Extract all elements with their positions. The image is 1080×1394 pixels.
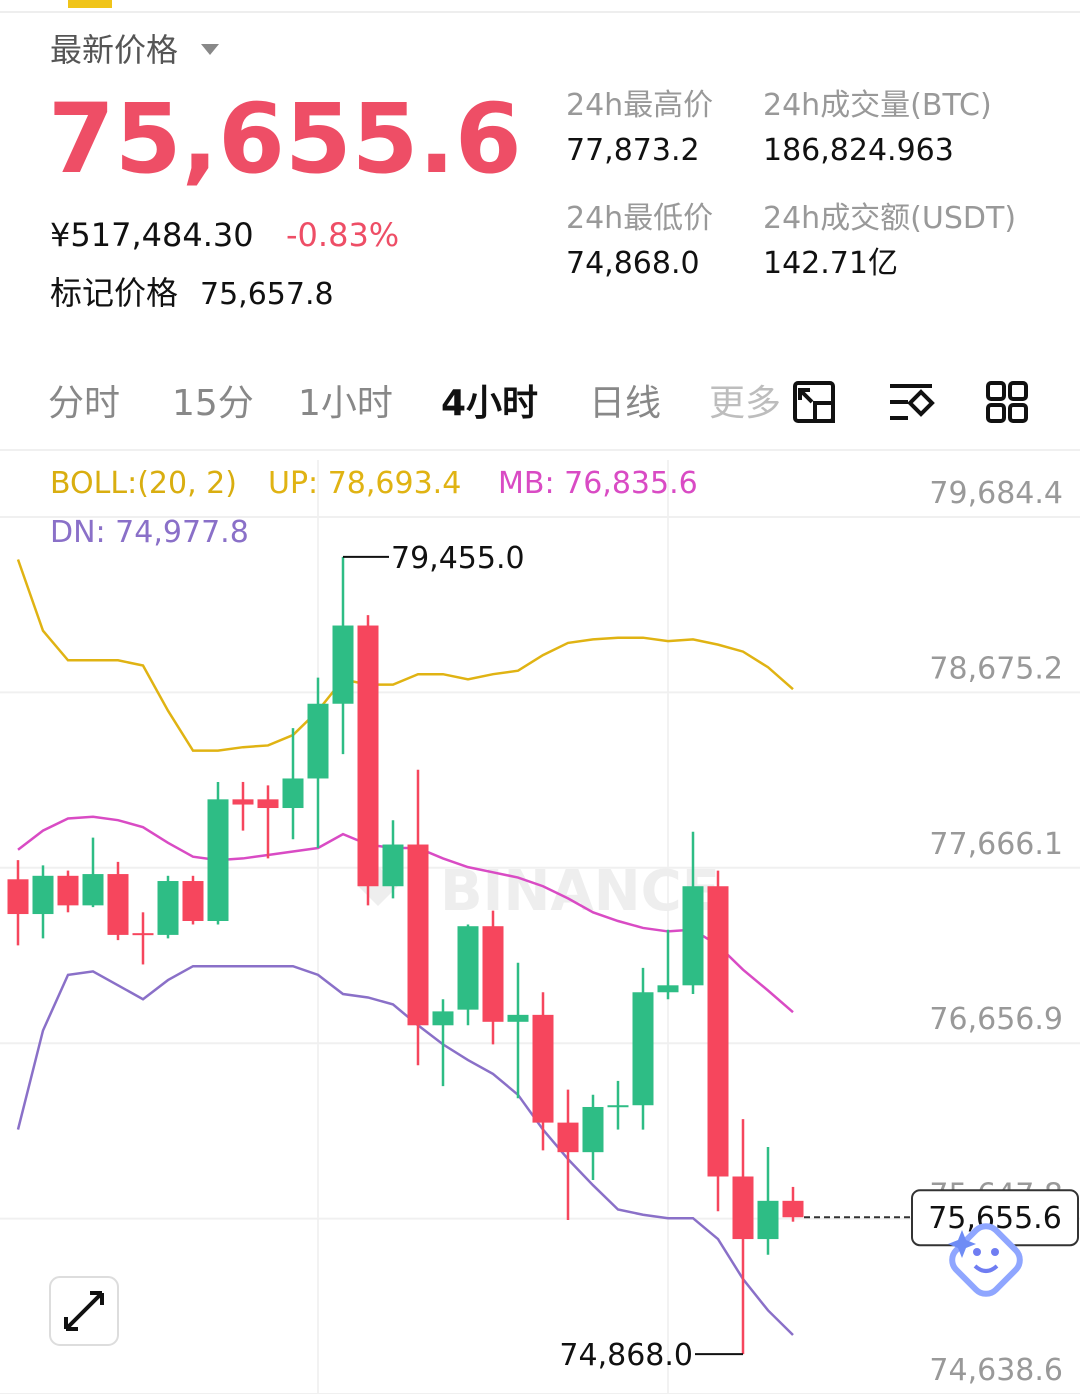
candle-body xyxy=(207,799,229,921)
candle-body xyxy=(357,625,379,887)
legend-item: UP: 78,693.4 xyxy=(268,466,461,501)
watermark: BINANCE xyxy=(440,859,720,924)
candle-body xyxy=(382,844,404,887)
indicator-line xyxy=(16,964,794,1336)
mark-label: 标记价格 xyxy=(50,274,178,312)
assistant-eye xyxy=(991,1248,999,1256)
legend-item: DN: 74,977.8 xyxy=(50,515,249,550)
indicator-name: BOLL:(20, 2) xyxy=(50,466,237,501)
price-label[interactable]: 最新价格 xyxy=(50,31,178,69)
candle-body xyxy=(507,1014,529,1022)
candle-body xyxy=(757,1200,779,1240)
tab[interactable]: 分时 xyxy=(48,383,120,424)
candle-body xyxy=(457,926,479,1010)
icon-indicators[interactable] xyxy=(890,384,935,420)
stat-label: 24h最高价 xyxy=(566,88,713,123)
stat-label: 24h成交量(BTC) xyxy=(763,88,992,123)
plot: 79,455.074,868.075,655.6 xyxy=(7,541,1079,1373)
last-price: 75,655.6 xyxy=(48,83,522,195)
toolbar-icons xyxy=(793,381,1028,423)
candle-body xyxy=(157,881,179,935)
candle-body xyxy=(482,926,504,1022)
stat-label: 24h最低价 xyxy=(566,201,713,236)
candle-body xyxy=(57,875,79,906)
candle-body xyxy=(632,992,654,1106)
candle-body xyxy=(657,985,679,993)
candle-body xyxy=(332,625,354,704)
candle-body xyxy=(7,879,29,915)
y-tick-label: 79,684.4 xyxy=(929,476,1063,511)
candle-body xyxy=(707,886,729,1177)
candle-body xyxy=(782,1200,804,1218)
candle-body xyxy=(257,799,279,809)
candle-body xyxy=(432,1011,454,1026)
candle-body xyxy=(32,875,54,915)
stat-label: 24h成交额(USDT) xyxy=(763,201,1016,236)
stat-value: 74,868.0 xyxy=(566,246,700,281)
candle-body xyxy=(557,1122,579,1153)
tab[interactable]: 4小时 xyxy=(441,383,538,424)
tab[interactable]: 1小时 xyxy=(298,383,393,424)
icon-overlay[interactable] xyxy=(793,381,835,423)
assistant-eye xyxy=(973,1248,981,1256)
candle-body xyxy=(132,933,154,936)
candle-body xyxy=(732,1176,754,1240)
y-tick-label: 74,638.6 xyxy=(929,1353,1063,1388)
tab[interactable]: 日线 xyxy=(589,383,661,424)
assistant-spark xyxy=(948,1230,976,1258)
change: -0.83% xyxy=(286,216,399,254)
candle-body xyxy=(682,886,704,986)
cny-price: ¥517,484.30 xyxy=(50,216,254,254)
candle-body xyxy=(532,1014,554,1123)
candle-body xyxy=(232,799,254,805)
stat-value: 186,824.963 xyxy=(763,133,954,168)
candle-body xyxy=(182,881,204,921)
candle-body xyxy=(407,844,429,1026)
candle-body xyxy=(107,874,129,935)
legend-item: MB: 76,835.6 xyxy=(498,466,698,501)
tab-indicator xyxy=(68,0,112,8)
candle-body xyxy=(307,703,329,779)
mark-price: 75,657.8 xyxy=(200,277,334,312)
tab[interactable]: 更多 xyxy=(709,383,781,424)
stat-value: 77,873.2 xyxy=(566,133,700,168)
indicator-line xyxy=(17,815,794,1014)
assistant-button[interactable] xyxy=(946,1220,1025,1299)
tab[interactable]: 15分 xyxy=(172,383,254,424)
annotation-label: 74,868.0 xyxy=(559,1338,693,1373)
grid: 74,638.675,647.876,656.977,666.178,675.2… xyxy=(0,476,1080,1394)
candle-body xyxy=(607,1105,629,1108)
stat-value: 142.71亿 xyxy=(763,246,898,281)
annotation-label: 79,455.0 xyxy=(391,541,525,576)
candle-body xyxy=(582,1106,604,1153)
indicator-line xyxy=(16,559,794,752)
expand-icon xyxy=(64,1291,104,1331)
assistant-mouth xyxy=(973,1264,999,1273)
y-tick-label: 78,675.2 xyxy=(929,651,1063,686)
y-tick-label: 76,656.9 xyxy=(929,1002,1063,1037)
y-tick-label: 77,666.1 xyxy=(929,827,1063,862)
legend: UP: 78,693.4 MB: 76,835.6 DN: 74,977.8 xyxy=(50,466,698,550)
candle-body xyxy=(82,874,104,906)
candle-body xyxy=(282,778,304,809)
icon-grid[interactable] xyxy=(986,381,1028,423)
dropdown-arrow[interactable] xyxy=(201,44,219,55)
